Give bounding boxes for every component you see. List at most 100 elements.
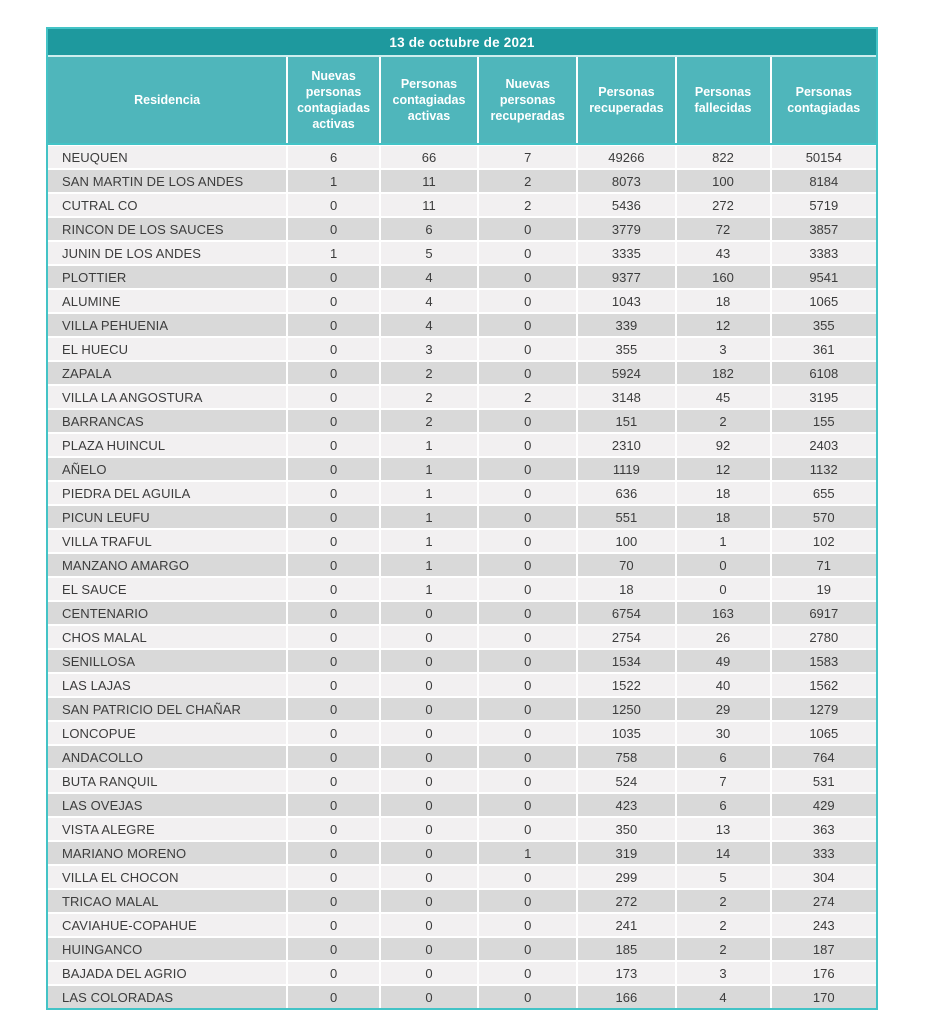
- value-cell: 0: [288, 482, 379, 504]
- table-row: MARIANO MORENO 0 0 1 319 14 333: [48, 842, 876, 864]
- residencia-cell: ZAPALA: [48, 362, 287, 384]
- column-header: Nuevas personas contagiadas activas: [288, 57, 379, 143]
- value-cell: 1119: [578, 458, 675, 480]
- value-cell: 3: [676, 338, 770, 360]
- value-cell: 0: [288, 794, 379, 816]
- value-cell: 243: [771, 914, 876, 936]
- value-cell: 2: [479, 386, 577, 408]
- value-cell: 6917: [771, 602, 876, 624]
- residencia-cell: CENTENARIO: [48, 602, 287, 624]
- value-cell: 423: [578, 794, 675, 816]
- value-cell: 187: [771, 938, 876, 960]
- value-cell: 0: [380, 698, 478, 720]
- value-cell: 6: [676, 794, 770, 816]
- value-cell: 0: [288, 506, 379, 528]
- residencia-cell: VILLA PEHUENIA: [48, 314, 287, 336]
- table-row: VILLA TRAFUL 0 1 0 100 1 102: [48, 530, 876, 552]
- value-cell: 2310: [578, 434, 675, 456]
- residencia-cell: LAS OVEJAS: [48, 794, 287, 816]
- value-cell: 524: [578, 770, 675, 792]
- value-cell: 1: [380, 458, 478, 480]
- value-cell: 1: [380, 482, 478, 504]
- value-cell: 19: [771, 578, 876, 600]
- table-row: PIEDRA DEL AGUILA 0 1 0 636 18 655: [48, 482, 876, 504]
- residencia-cell: HUINGANCO: [48, 938, 287, 960]
- value-cell: 0: [479, 458, 577, 480]
- value-cell: 3779: [578, 218, 675, 240]
- residencia-cell: ANDACOLLO: [48, 746, 287, 768]
- value-cell: 0: [380, 794, 478, 816]
- column-header: Personas recuperadas: [578, 57, 675, 143]
- residencia-cell: NEUQUEN: [48, 146, 287, 168]
- value-cell: 531: [771, 770, 876, 792]
- table-row: VILLA LA ANGOSTURA 0 2 2 3148 45 3195: [48, 386, 876, 408]
- value-cell: 0: [479, 410, 577, 432]
- value-cell: 0: [288, 362, 379, 384]
- value-cell: 100: [578, 530, 675, 552]
- value-cell: 0: [380, 938, 478, 960]
- residencia-cell: VISTA ALEGRE: [48, 818, 287, 840]
- residencia-cell: AÑELO: [48, 458, 287, 480]
- value-cell: 2403: [771, 434, 876, 456]
- value-cell: 0: [288, 818, 379, 840]
- value-cell: 355: [578, 338, 675, 360]
- residencia-cell: PIEDRA DEL AGUILA: [48, 482, 287, 504]
- value-cell: 0: [288, 626, 379, 648]
- value-cell: 13: [676, 818, 770, 840]
- table-row: LAS LAJAS 0 0 0 1522 40 1562: [48, 674, 876, 696]
- value-cell: 66: [380, 146, 478, 168]
- value-cell: 3: [676, 962, 770, 984]
- residencia-cell: ALUMINE: [48, 290, 287, 312]
- value-cell: 0: [479, 578, 577, 600]
- residencia-cell: CUTRAL CO: [48, 194, 287, 216]
- value-cell: 0: [479, 650, 577, 672]
- value-cell: 4: [380, 290, 478, 312]
- value-cell: 0: [288, 338, 379, 360]
- value-cell: 0: [380, 602, 478, 624]
- value-cell: 0: [288, 194, 379, 216]
- value-cell: 5436: [578, 194, 675, 216]
- value-cell: 0: [288, 578, 379, 600]
- value-cell: 1: [380, 434, 478, 456]
- residencia-cell: PLOTTIER: [48, 266, 287, 288]
- table-title: 13 de octubre de 2021: [48, 29, 876, 55]
- value-cell: 1522: [578, 674, 675, 696]
- value-cell: 0: [479, 506, 577, 528]
- value-cell: 71: [771, 554, 876, 576]
- value-cell: 2754: [578, 626, 675, 648]
- value-cell: 185: [578, 938, 675, 960]
- value-cell: 272: [578, 890, 675, 912]
- value-cell: 0: [479, 554, 577, 576]
- value-cell: 0: [479, 362, 577, 384]
- value-cell: 1: [288, 242, 379, 264]
- value-cell: 2: [479, 194, 577, 216]
- value-cell: 2: [479, 170, 577, 192]
- value-cell: 429: [771, 794, 876, 816]
- value-cell: 0: [288, 554, 379, 576]
- column-header: Residencia: [48, 57, 287, 143]
- value-cell: 0: [380, 746, 478, 768]
- value-cell: 0: [380, 866, 478, 888]
- value-cell: 45: [676, 386, 770, 408]
- value-cell: 70: [578, 554, 675, 576]
- value-cell: 1065: [771, 722, 876, 744]
- value-cell: 655: [771, 482, 876, 504]
- value-cell: 319: [578, 842, 675, 864]
- value-cell: 6: [288, 146, 379, 168]
- value-cell: 361: [771, 338, 876, 360]
- value-cell: 0: [479, 602, 577, 624]
- table-row: LAS OVEJAS 0 0 0 423 6 429: [48, 794, 876, 816]
- residencia-cell: JUNIN DE LOS ANDES: [48, 242, 287, 264]
- value-cell: 1043: [578, 290, 675, 312]
- value-cell: 30: [676, 722, 770, 744]
- value-cell: 176: [771, 962, 876, 984]
- value-cell: 0: [479, 962, 577, 984]
- value-cell: 163: [676, 602, 770, 624]
- value-cell: 241: [578, 914, 675, 936]
- value-cell: 636: [578, 482, 675, 504]
- value-cell: 822: [676, 146, 770, 168]
- residencia-cell: TRICAO MALAL: [48, 890, 287, 912]
- value-cell: 0: [479, 866, 577, 888]
- value-cell: 570: [771, 506, 876, 528]
- table-row: BARRANCAS 0 2 0 151 2 155: [48, 410, 876, 432]
